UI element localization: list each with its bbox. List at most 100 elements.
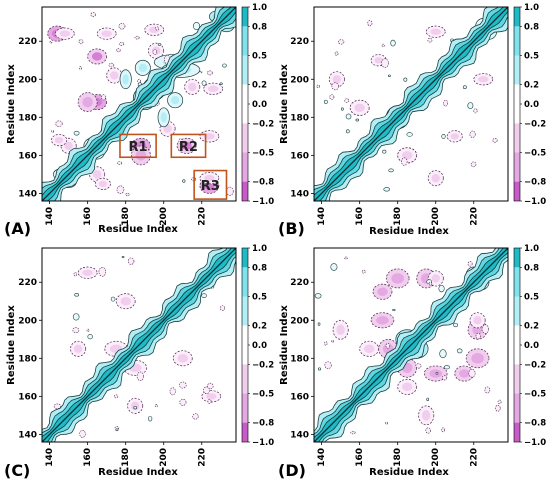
panel-c-negative-blob-0-mirror-core <box>131 401 140 411</box>
panel-d-colorbar: 1.0 0.8 0.5 0.2 0.0 −0.2 −0.5 −0.8 −1.0 <box>513 244 546 448</box>
panel-d-speckle-4 <box>385 343 391 349</box>
panel-c-colorbar-segment-4 <box>242 345 248 365</box>
panel-b-speckle-17 <box>470 161 477 168</box>
panel-b: 140 160 180 200 220 140 160 180 200 220 1.0 0.8 0.5 0… <box>278 3 546 238</box>
panel-c-speckle-2 <box>98 267 107 277</box>
region-r2-label: R2 <box>179 140 198 155</box>
panel-c-speckle-11 <box>113 394 119 399</box>
panel-c-colorbar-segment-0 <box>242 248 248 268</box>
panel-a-colorbar-segment-5 <box>242 123 248 153</box>
panel-c-frame <box>41 247 237 443</box>
panel-c-negative-blob-3-mirror-core <box>206 393 217 400</box>
panel-b-colorbar-label-2: 0.5 <box>524 52 539 62</box>
panel-b-speckle-12 <box>345 129 350 134</box>
panel-d-speckle-20 <box>441 427 445 433</box>
panel-a-negative-blob-5-mirror-core <box>204 133 215 140</box>
panel-c-xtick-label-2: 180 <box>121 448 131 467</box>
panel-a-positive-blob-9-core <box>122 74 129 85</box>
panel-c-speckle-31 <box>136 371 144 382</box>
panel-a-speckle-36 <box>199 70 203 74</box>
panel-c-speckle-27 <box>121 255 125 259</box>
panel-c-speckle-26 <box>203 386 210 395</box>
panel-b-speckle-6 <box>383 187 391 192</box>
panel-d-colorbar-label-0: 1.0 <box>524 244 539 254</box>
panel-d-ytick-label-3: 200 <box>290 316 309 326</box>
panel-d-colorbar-segment-3 <box>514 325 520 345</box>
panel-c-speckle-21 <box>207 382 214 390</box>
panel-a-colorbar-segment-3 <box>242 84 248 104</box>
panel-c-colorbar: 1.0 0.8 0.5 0.2 0.0 −0.2 −0.5 −0.8 −1.0 <box>241 244 274 448</box>
panel-a-speckle-9 <box>115 48 121 53</box>
panel-c-speckle-8 <box>201 293 207 298</box>
panel-b-ytick-label-3: 200 <box>290 75 309 85</box>
panel-b-negative-blob-3-core <box>332 75 342 84</box>
panel-b-colorbar-segment-4 <box>514 104 520 124</box>
panel-b-ytick-label-4: 220 <box>290 37 309 47</box>
panel-d-colorbar-label-3: 0.2 <box>524 322 539 332</box>
panel-b-negative-blob-2-core <box>430 28 441 35</box>
panel-b-colorbar-label-8: −1.0 <box>524 197 546 207</box>
panel-d-colorbar-segment-5 <box>514 364 520 394</box>
panel-c-speckle-25 <box>154 404 158 408</box>
panel-d-colorbar-label-8: −1.0 <box>524 438 546 448</box>
panel-d-speckle-27 <box>468 368 476 378</box>
panel-d-negative-blob-6-mirror-core <box>422 410 431 421</box>
panel-a-speckle-20 <box>226 186 234 196</box>
panel-c-plot: 140 160 180 200 220 140 160 180 200 220 1.0 0.8 0.5 0… <box>18 244 274 467</box>
panel-b-letter: (B) <box>278 219 305 238</box>
panel-c-speckle-6 <box>148 415 153 422</box>
panel-a-positive-blob-8-mirror-core <box>138 63 147 73</box>
panel-b-speckle-15 <box>403 77 408 82</box>
panel-a-colorbar-label-0: 1.0 <box>252 3 267 13</box>
panel-b-speckle-10 <box>381 43 385 48</box>
panel-d-colorbar-segment-0 <box>514 248 520 268</box>
panel-b-colorbar-label-0: 1.0 <box>524 3 539 13</box>
panel-b-speckle-1 <box>334 51 339 56</box>
panel-b-colorbar-segment-3 <box>514 84 520 104</box>
panel-d: 140 160 180 200 220 140 160 180 200 220 1.0 0.8 0.5 0… <box>278 244 546 480</box>
panel-a-negative-blob-9-core <box>110 71 119 80</box>
panel-c-speckle-1 <box>53 403 62 409</box>
panel-b-negative-blob-1-core <box>401 151 413 160</box>
panel-a-colorbar-label-5: −0.2 <box>252 119 274 129</box>
panel-b-xlabel: Residue Index <box>369 226 449 237</box>
panel-d-speckle-33 <box>415 363 422 369</box>
region-r3-box <box>193 169 228 200</box>
panel-d-speckle-10 <box>392 308 396 312</box>
panel-a-speckle-15 <box>101 94 106 101</box>
panel-a-speckle-25 <box>222 63 227 68</box>
panel-c: 140 160 180 200 220 140 160 180 200 220 1.0 0.8 0.5 0… <box>4 244 274 480</box>
panel-d-negative-blob-0-mirror-core <box>471 353 484 364</box>
panel-b-xtick-label-4: 220 <box>469 207 479 226</box>
panel-b-speckle-16 <box>492 138 498 143</box>
panel-a-heatmap <box>42 7 236 201</box>
panel-b-colorbar-segment-6 <box>514 152 520 182</box>
panel-d-speckle-14 <box>385 421 388 425</box>
panel-a-speckle-27 <box>49 41 53 44</box>
panel-c-speckle-3 <box>72 327 80 334</box>
panel-c-heatmap <box>42 248 236 442</box>
panel-a-speckle-11 <box>192 22 200 31</box>
panel-c-xtick-label-0: 140 <box>45 448 55 467</box>
panel-a-positive-blob-8-core <box>170 96 180 105</box>
panel-c-ylabel: Residue Index <box>6 305 17 385</box>
region-r3-label: R3 <box>201 179 220 194</box>
panel-a: R1 R2 R3 140 160 180 200 220 140 160 180 200 220 1.0 0… <box>4 3 274 238</box>
panel-a-colorbar-label-8: −1.0 <box>252 197 274 207</box>
panel-b-xtick-label-3: 200 <box>431 207 441 226</box>
panel-a-ytick-label-4: 220 <box>18 37 37 47</box>
panel-d-speckle-1 <box>324 361 332 369</box>
panel-a-speckle-10 <box>79 66 83 70</box>
panel-a-plot: R1 R2 R3 140 160 180 200 220 140 160 180 200 220 1.0 0… <box>18 3 274 226</box>
panel-a-xlabel: Residue Index <box>98 224 178 235</box>
panel-b-speckle-24 <box>441 133 446 139</box>
panel-c-colorbar-segment-2 <box>242 296 248 326</box>
panel-d-speckle-2 <box>441 375 448 381</box>
panel-d-negative-blob-7-core <box>473 316 482 325</box>
panel-c-colorbar-label-1: 0.8 <box>252 263 267 273</box>
panel-a-xtick-label-2: 180 <box>121 207 131 226</box>
panel-b-colorbar-segment-5 <box>514 123 520 153</box>
panel-c-speckle-36 <box>74 293 80 297</box>
panel-a-ylabel: Residue Index <box>6 64 17 144</box>
panel-d-speckle-11 <box>317 322 321 326</box>
